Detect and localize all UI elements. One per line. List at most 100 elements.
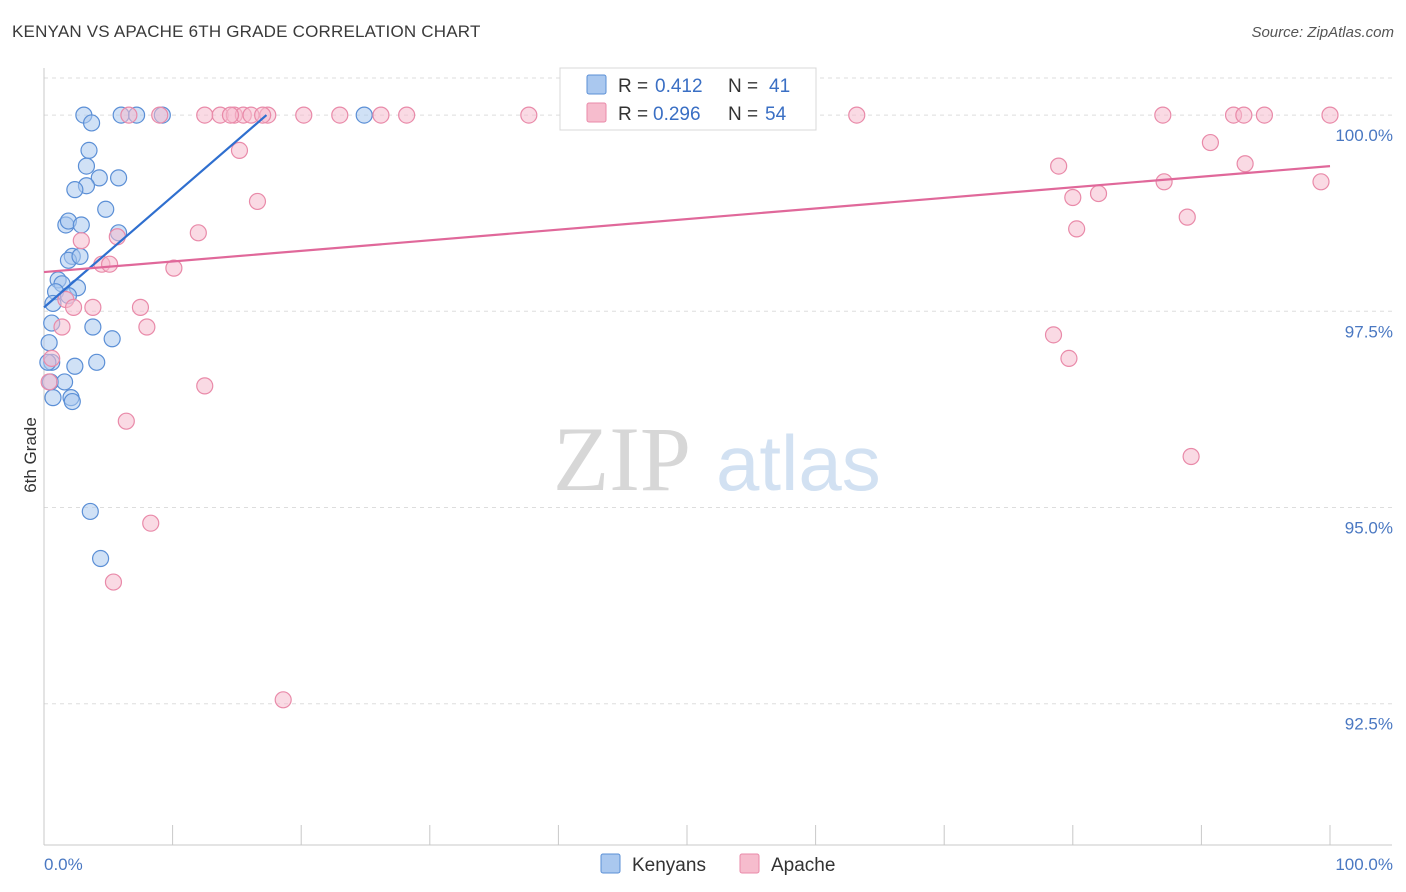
apache-point-42 bbox=[53, 318, 71, 336]
bottom-legend: Kenyans Apache bbox=[600, 853, 835, 876]
legend-r-apache: 0.296 bbox=[653, 104, 701, 125]
apache-point-11 bbox=[331, 106, 349, 124]
kenyans-point-12 bbox=[97, 200, 115, 218]
bottom-legend-swatch-kenyans bbox=[600, 853, 621, 874]
apache-point-31 bbox=[189, 224, 207, 242]
apache-point-23 bbox=[1050, 157, 1068, 175]
apache-point-44 bbox=[1044, 326, 1063, 344]
x-tick-label-0: 0.0% bbox=[44, 855, 83, 874]
apache-point-1 bbox=[151, 106, 169, 124]
apache-trend-line bbox=[43, 165, 1331, 274]
apache-point-29 bbox=[248, 192, 267, 211]
apache-point-49 bbox=[117, 412, 135, 430]
kenyans-point-8 bbox=[90, 169, 108, 187]
kenyans-point-27 bbox=[84, 318, 102, 336]
apache-point-33 bbox=[108, 228, 126, 246]
legend-n-label-apache: N = bbox=[728, 104, 758, 125]
axes: 92.5% 95.0% 97.5% 100.0% 0.0% 100.0% bbox=[43, 68, 1393, 874]
apache-point-37 bbox=[165, 259, 183, 277]
y-tick-label-2: 97.5% bbox=[1345, 322, 1393, 341]
apache-point-24 bbox=[1236, 155, 1254, 173]
kenyans-trend-line bbox=[43, 114, 268, 309]
bottom-legend-kenyans: Kenyans bbox=[632, 855, 706, 876]
apache-point-26 bbox=[1312, 173, 1330, 191]
y-axis-label: 6th Grade bbox=[21, 417, 40, 493]
legend-swatch-kenyans bbox=[586, 74, 607, 95]
kenyans-point-6 bbox=[80, 141, 98, 160]
source-credit: Source: ZipAtlas.com bbox=[1251, 24, 1394, 41]
y-tick-label-3: 100.0% bbox=[1335, 126, 1393, 145]
apache-point-10 bbox=[295, 106, 313, 124]
kenyans-point-7 bbox=[77, 157, 96, 175]
apache-point-13 bbox=[398, 106, 416, 124]
apache-point-39 bbox=[64, 298, 83, 316]
trend-lines bbox=[43, 114, 1331, 309]
apache-point-46 bbox=[1060, 349, 1078, 367]
x-tick-label-1: 100.0% bbox=[1335, 855, 1393, 874]
kenyans-point-36 bbox=[44, 389, 62, 407]
apache-point-45 bbox=[43, 349, 61, 367]
apache-point-2 bbox=[196, 106, 214, 124]
apache-point-9 bbox=[254, 106, 272, 124]
kenyans-point-29 bbox=[40, 334, 58, 352]
legend-n-apache: 54 bbox=[765, 104, 787, 125]
apache-point-30 bbox=[1178, 208, 1196, 226]
watermark-atlas: atlas bbox=[716, 419, 881, 507]
kenyans-point-19 bbox=[71, 247, 89, 265]
apache-point-19 bbox=[1255, 106, 1274, 124]
apache-point-28 bbox=[1064, 188, 1082, 207]
watermark-zip: ZIP bbox=[553, 408, 691, 510]
apache-point-20 bbox=[1321, 106, 1339, 124]
apache-point-53 bbox=[274, 691, 292, 709]
apache-point-25 bbox=[1155, 173, 1173, 191]
apache-point-50 bbox=[1182, 447, 1200, 466]
apache-point-21 bbox=[230, 141, 249, 160]
apache-point-8 bbox=[221, 106, 240, 124]
kenyans-point-38 bbox=[63, 392, 81, 411]
apache-point-22 bbox=[1201, 133, 1220, 152]
legend-n-label-kenyans: N = bbox=[728, 76, 758, 97]
apache-point-32 bbox=[1068, 220, 1086, 238]
apache-point-52 bbox=[104, 573, 123, 591]
data-points bbox=[39, 106, 1339, 709]
y-tick-label-1: 95.0% bbox=[1345, 519, 1393, 538]
apache-point-48 bbox=[40, 373, 58, 391]
apache-point-16 bbox=[1154, 106, 1172, 124]
apache-point-34 bbox=[72, 232, 90, 250]
legend-n-kenyans: 41 bbox=[769, 76, 790, 97]
apache-point-47 bbox=[196, 377, 214, 395]
apache-point-43 bbox=[138, 318, 156, 336]
legend-box: R = 0.412 N = 41 R = 0.296 N = 54 bbox=[559, 67, 817, 131]
apache-point-0 bbox=[120, 106, 138, 124]
kenyans-point-33 bbox=[88, 353, 106, 371]
apache-point-36 bbox=[100, 255, 119, 273]
kenyans-point-39 bbox=[81, 502, 99, 521]
kenyans-point-32 bbox=[66, 357, 84, 375]
kenyans-point-5 bbox=[355, 106, 373, 124]
chart-title: KENYAN VS APACHE 6TH GRADE CORRELATION C… bbox=[12, 22, 481, 41]
apache-point-18 bbox=[1235, 106, 1253, 124]
legend-r-label-apache: R = bbox=[618, 104, 648, 125]
bottom-legend-swatch-apache bbox=[739, 853, 760, 874]
apache-point-12 bbox=[372, 106, 390, 124]
apache-point-14 bbox=[520, 106, 538, 124]
kenyans-point-1 bbox=[82, 114, 101, 132]
apache-point-51 bbox=[142, 514, 160, 532]
kenyans-point-28 bbox=[103, 330, 121, 348]
apache-point-41 bbox=[131, 298, 150, 316]
kenyans-point-15 bbox=[72, 216, 90, 234]
kenyans-point-11 bbox=[66, 181, 84, 199]
y-tick-label-0: 92.5% bbox=[1345, 715, 1393, 734]
bottom-legend-apache: Apache bbox=[771, 855, 835, 876]
kenyans-point-40 bbox=[91, 549, 110, 568]
apache-point-27 bbox=[1089, 184, 1108, 203]
grid-lines bbox=[44, 77, 1392, 705]
kenyans-point-9 bbox=[109, 169, 128, 187]
watermark: ZIP atlas bbox=[553, 408, 881, 510]
legend-r-label-kenyans: R = bbox=[618, 76, 648, 97]
apache-point-40 bbox=[84, 298, 102, 316]
legend-r-kenyans: 0.412 bbox=[655, 76, 703, 97]
apache-point-15 bbox=[848, 106, 866, 124]
legend-swatch-apache bbox=[586, 102, 607, 123]
